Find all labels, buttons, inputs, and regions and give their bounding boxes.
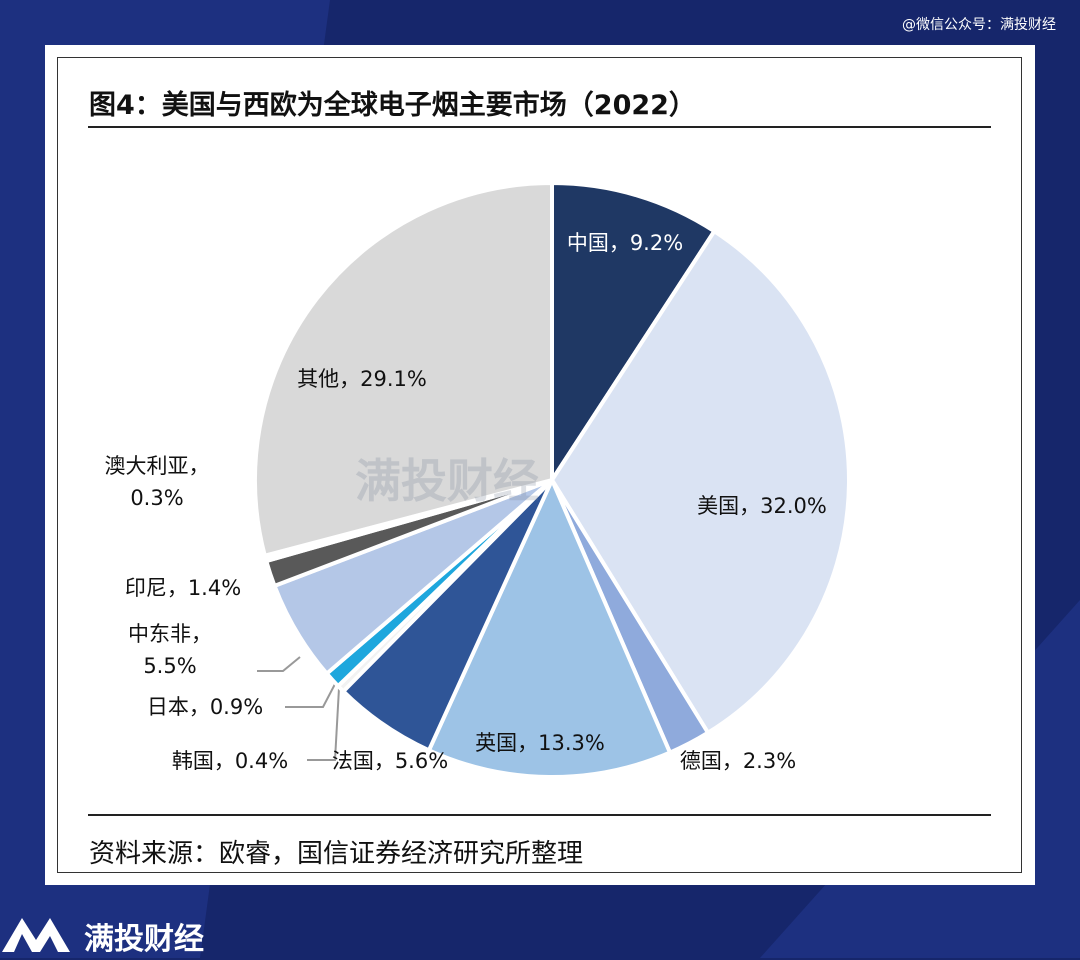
chart-title: 图4：美国与西欧为全球电子烟主要市场（2022） [89,90,696,121]
data-label: 韩国，0.4% [171,749,289,773]
header-note: @微信公众号：满投财经 [902,17,1056,33]
data-label: 印尼，1.4% [124,576,242,600]
leader-line [257,656,301,672]
footer-logo: 满投财经 [84,922,204,957]
data-label: 中东非，5.5% [128,622,212,678]
frame [57,57,1022,873]
pie-slice [253,180,554,559]
data-label: 英国，13.3% [475,731,605,755]
data-label: 澳大利亚，0.3% [104,454,210,510]
pie-slice [549,228,851,736]
pie-slice [550,180,718,487]
leader-line [307,687,340,761]
pie-slice [426,475,673,779]
source: 资料来源：欧睿，国信证券经济研究所整理 [89,839,584,869]
data-label: 日本，0.9% [146,695,264,719]
panel: 图4：美国与西欧为全球电子烟主要市场（2022） 满投财经 资料来源：欧睿，国信… [45,45,1035,885]
data-label: 法国，5.6% [331,749,449,773]
data-label: 德国，2.3% [679,749,797,773]
rule [88,126,991,128]
watermark: 满投财经 [355,454,539,508]
leader-line [285,683,336,708]
data-label: 其他，29.1% [297,367,427,391]
data-label: 美国，32.0% [697,494,827,518]
rule [88,814,991,816]
chart [253,180,851,779]
logo-shape [2,918,70,952]
data-label: 中国，9.2% [566,231,684,255]
logo-icon [2,918,70,952]
